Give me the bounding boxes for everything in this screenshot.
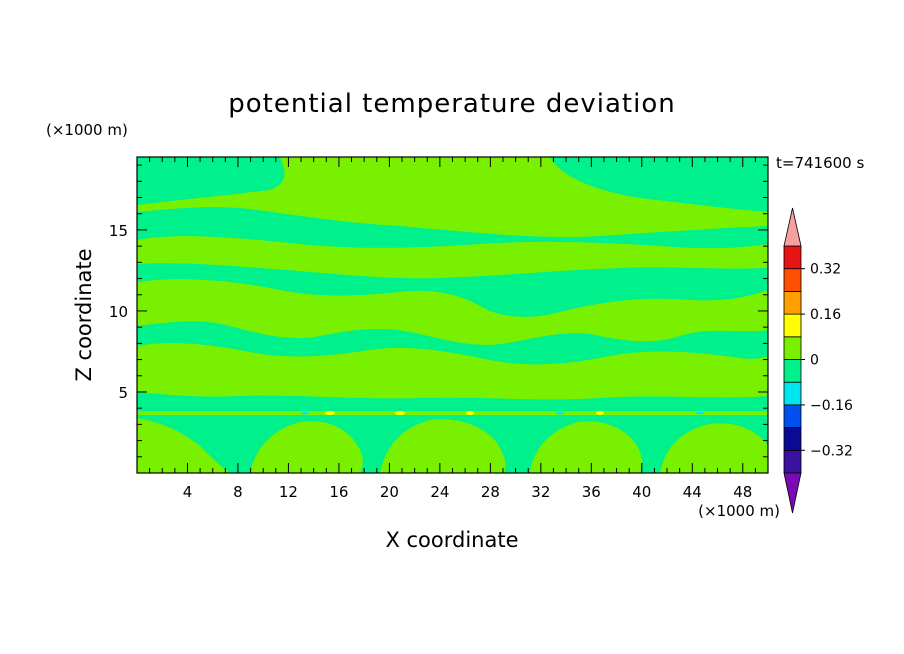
heatmap-spot <box>466 411 474 415</box>
colorbar-swatch <box>783 404 802 428</box>
heatmap-region <box>137 157 768 238</box>
heatmap-region <box>137 236 768 279</box>
time-label: t=741600 s <box>776 154 864 172</box>
y-tick-label: 10 <box>109 303 128 321</box>
x-tick-label: 36 <box>582 483 601 501</box>
y-tick-label: 5 <box>118 384 128 402</box>
colorbar-under-arrow <box>783 472 802 514</box>
heatmap-region <box>137 279 768 345</box>
x-tick-label: 20 <box>380 483 399 501</box>
heatmap-region <box>660 423 768 473</box>
x-axis-unit: (×1000 m) <box>698 502 780 520</box>
colorbar-tick-label: −0.16 <box>810 398 853 414</box>
chart-title: potential temperature deviation <box>228 89 675 119</box>
colorbar-swatch <box>783 427 802 451</box>
y-axis-label: Z coordinate <box>72 248 96 381</box>
x-tick-label: 48 <box>733 483 752 501</box>
x-tick-label: 16 <box>329 483 348 501</box>
heatmap-spot <box>596 411 604 415</box>
colorbar-swatch <box>783 290 802 315</box>
x-tick-label: 24 <box>430 483 449 501</box>
y-axis-unit: (×1000 m) <box>46 121 128 139</box>
colorbar-tick-label: 0 <box>810 353 819 369</box>
heatmap-band <box>137 411 768 415</box>
x-axis-label: X coordinate <box>385 528 518 552</box>
heatmap-spot <box>395 411 405 415</box>
colorbar-swatch <box>783 449 802 474</box>
colorbar-swatch <box>783 381 802 406</box>
colorbar-swatch <box>783 336 802 360</box>
colorbar-swatch <box>783 245 802 270</box>
colorbar-swatch <box>783 359 802 383</box>
heatmap-spot <box>325 411 335 415</box>
heatmap-region <box>137 343 768 400</box>
x-tick-label: 8 <box>233 483 243 501</box>
heatmap-region <box>250 421 363 473</box>
y-axis-ticks: 5 10 15 <box>109 164 768 458</box>
heatmap-region <box>137 418 230 473</box>
x-tick-label: 32 <box>531 483 550 501</box>
colorbar-swatch <box>783 268 802 292</box>
heatmap-spot <box>301 411 309 415</box>
colorbar-tick-label: −0.32 <box>810 443 853 459</box>
x-tick-label: 28 <box>481 483 500 501</box>
colorbar-over-arrow <box>783 207 802 247</box>
x-tick-label: 40 <box>632 483 651 501</box>
heatmap-spot <box>696 411 704 415</box>
heatmap-spot <box>556 411 564 415</box>
colorbar-tick-label: 0.32 <box>810 262 841 278</box>
heatmap-region <box>380 419 506 473</box>
x-tick-label: 4 <box>183 483 193 501</box>
x-tick-label: 44 <box>683 483 702 501</box>
colorbar: 0.32 0.16 0 −0.16 −0.32 <box>783 207 853 514</box>
heatmap-region <box>530 421 643 473</box>
x-tick-label: 12 <box>279 483 298 501</box>
heatmap-plot-area <box>137 157 768 473</box>
colorbar-tick-label: 0.16 <box>810 307 841 323</box>
y-tick-label: 15 <box>109 222 128 240</box>
colorbar-swatch <box>783 313 802 338</box>
x-axis-ticks: 4 8 12 16 20 24 28 32 36 40 44 48 <box>149 157 756 501</box>
